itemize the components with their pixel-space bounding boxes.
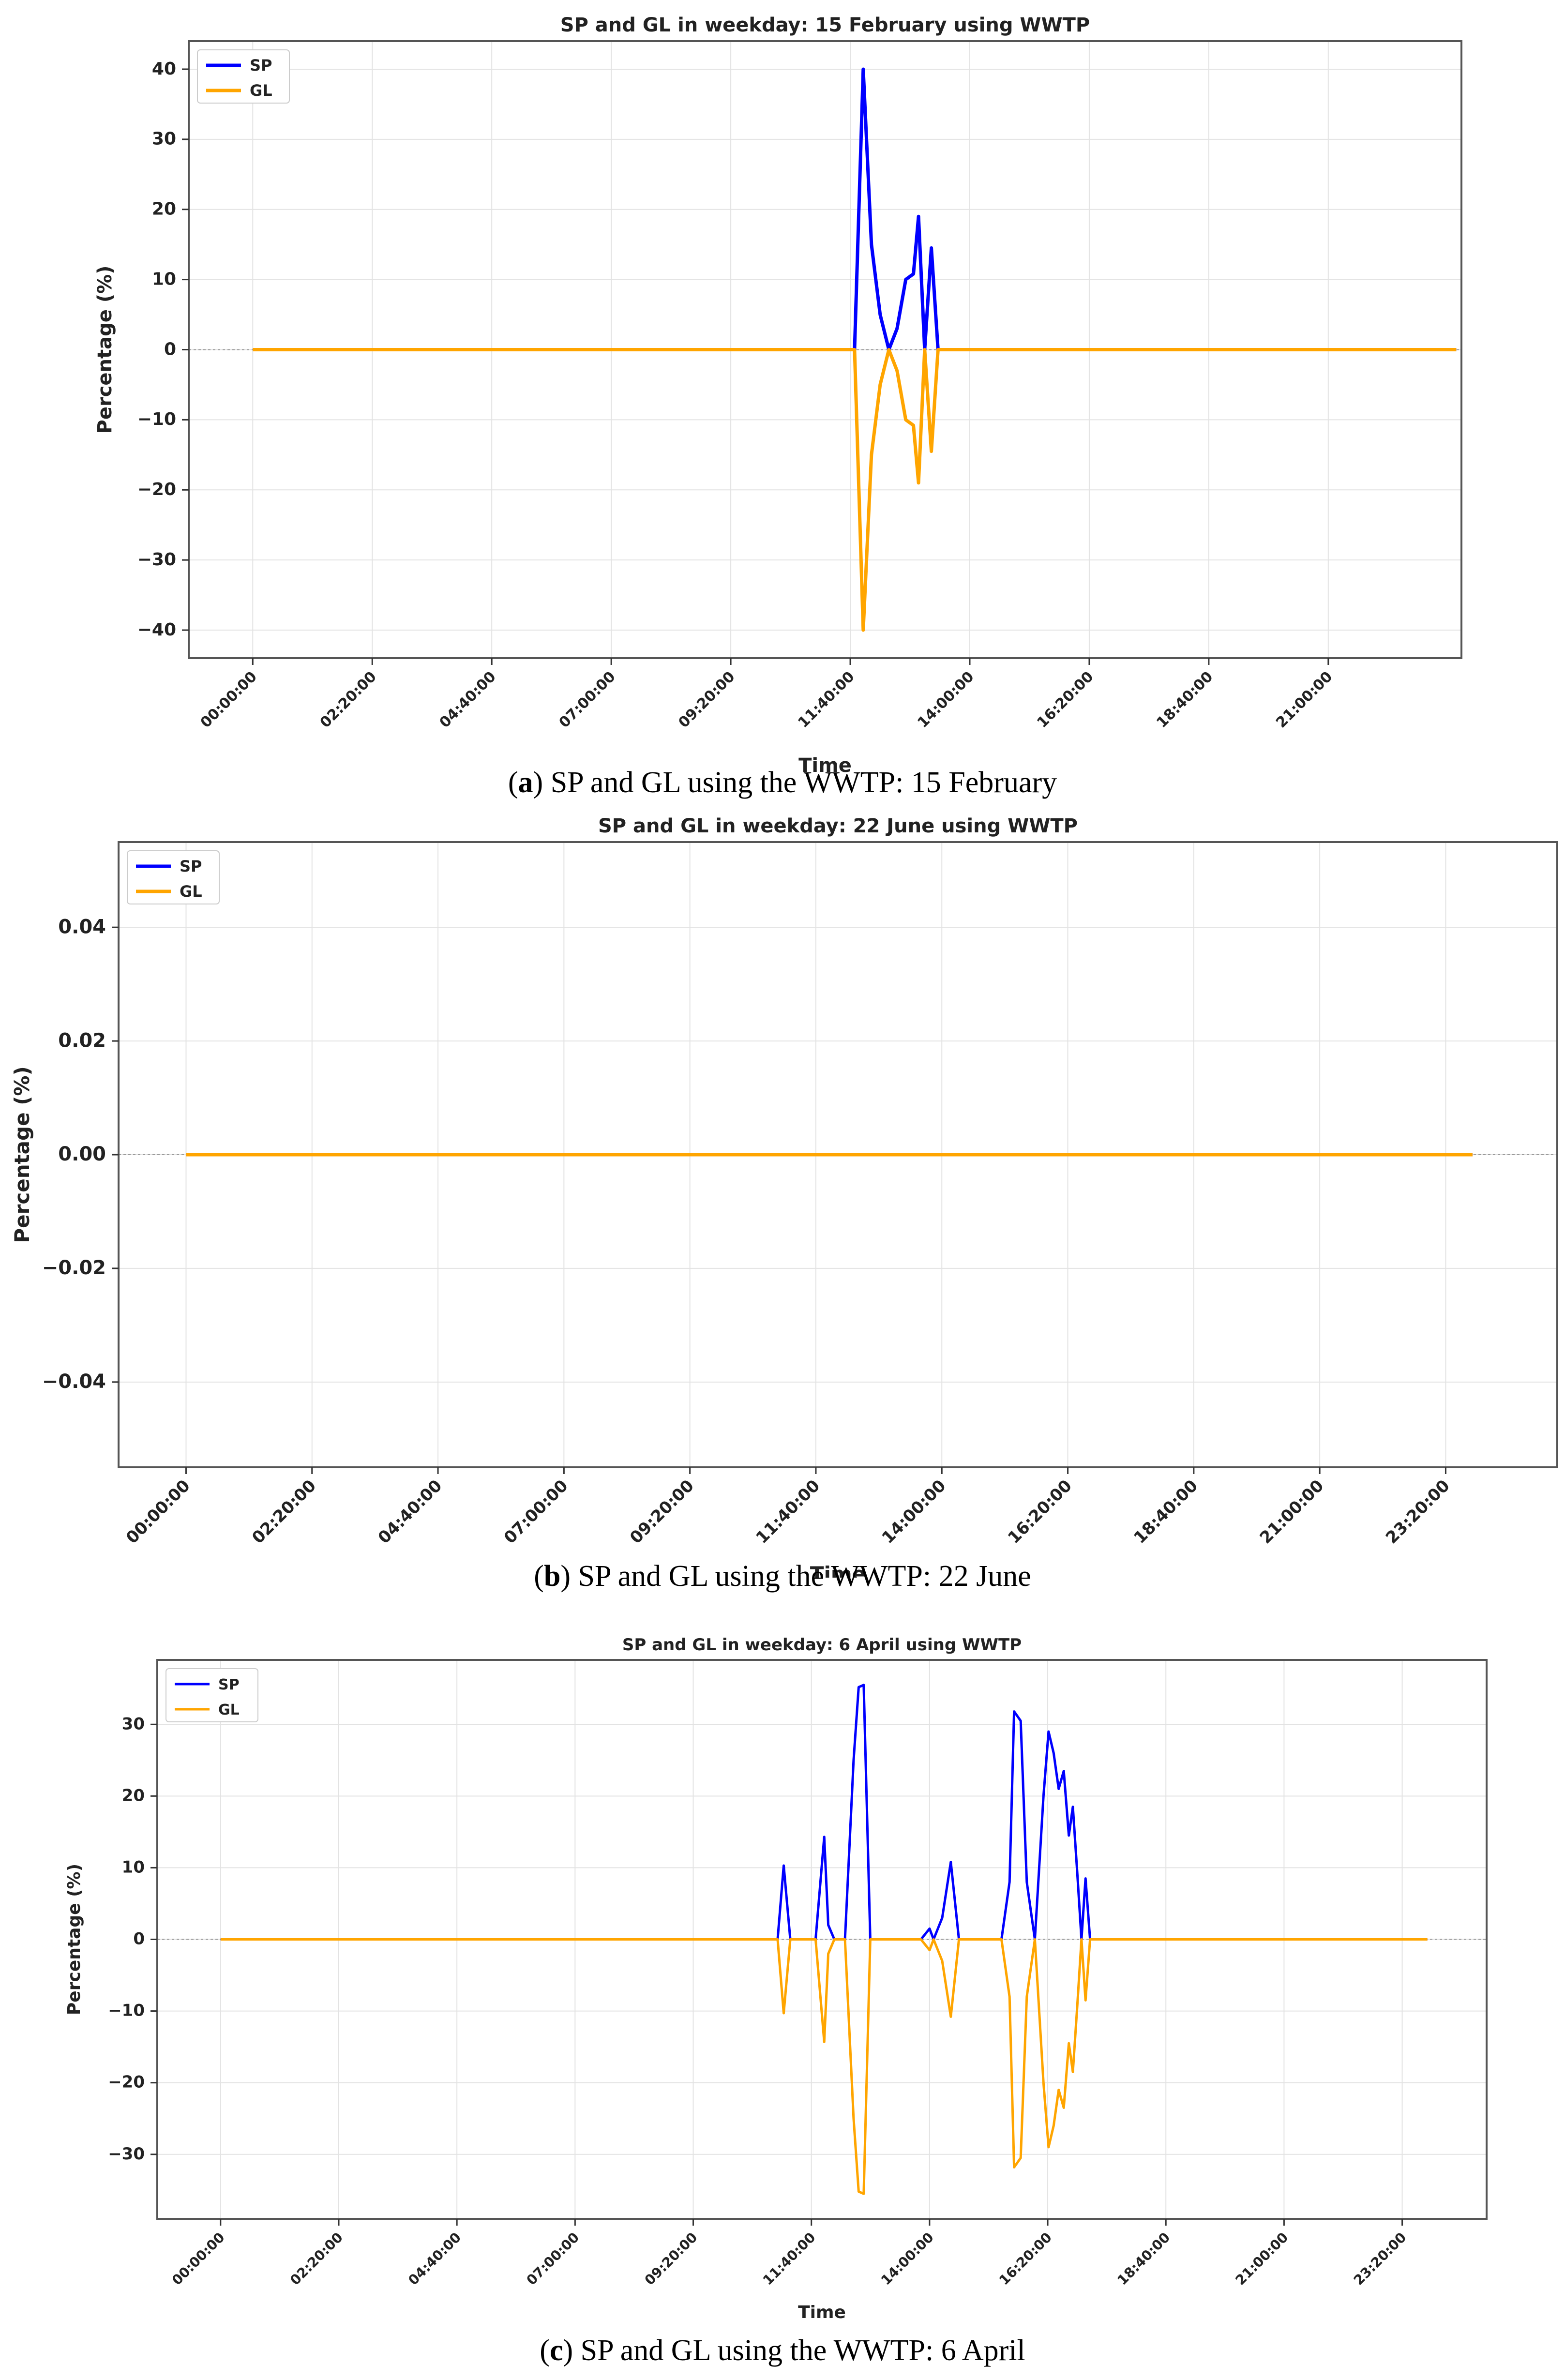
chart-title: SP and GL in weekday: 6 April using WWTP [622, 1635, 1022, 1655]
x-tick-label: 23:20:00 [1351, 2229, 1410, 2289]
y-tick-label: 10 [152, 269, 176, 289]
x-axis-label: Time [810, 1562, 866, 1578]
x-tick-label: 00:00:00 [169, 2229, 228, 2289]
x-tick-label: 02:20:00 [248, 1476, 320, 1548]
x-tick-label: 18:40:00 [1153, 668, 1216, 731]
y-tick-label: −0.04 [42, 1371, 106, 1393]
chart-panel-c: 00:00:00 02:20:00 04:40:00 07:00:00 09:20:00… [0, 1626, 1565, 2380]
y-tick-label: 30 [152, 129, 176, 149]
legend-box [127, 850, 220, 904]
y-tick-label: −10 [108, 2001, 145, 2020]
x-tick-label: 09:20:00 [675, 668, 738, 731]
y-tick-label: −0.02 [42, 1257, 106, 1279]
chart-a: 00:00:00 02:20:00 04:40:00 07:00:00 09:20:00… [94, 14, 1462, 774]
x-tick-label: 18:40:00 [1114, 2229, 1173, 2289]
x-tick-label: 11:40:00 [752, 1476, 824, 1548]
y-tick-label: 0.02 [58, 1029, 106, 1052]
legend-box [197, 49, 290, 104]
y-tick-label: −10 [137, 409, 176, 429]
caption-text: SP and GL using the WWTP: 22 June [578, 1560, 1031, 1593]
y-tick-label: −30 [108, 2144, 145, 2164]
y-tick-label: 0 [164, 339, 176, 359]
legend-label: SP [218, 1676, 240, 1693]
x-tick-label: 23:20:00 [1382, 1476, 1454, 1548]
legend-label: SP [180, 857, 202, 875]
y-tick-label: 30 [122, 1714, 145, 1733]
legend-label: SP [250, 56, 272, 75]
series-line-sp [253, 67, 1457, 351]
y-tick-label: 40 [152, 59, 176, 79]
chart-b: 00:00:00 02:20:00 04:40:00 07:00:00 09:20:00… [10, 815, 1558, 1578]
legend-box [166, 1668, 258, 1722]
x-tick-label: 07:00:00 [556, 668, 619, 731]
y-tick-label: 10 [122, 1858, 145, 1877]
x-tick-label: 16:20:00 [1034, 668, 1097, 731]
y-tick-label: −30 [137, 550, 176, 570]
x-tick-label: 04:40:00 [405, 2229, 464, 2289]
caption-text: SP and GL using the WWTP: 15 February [550, 766, 1057, 799]
x-tick-label: 14:00:00 [878, 1476, 950, 1548]
y-axis-label: Percentage (%) [64, 1864, 84, 2015]
x-tick-label: 09:20:00 [626, 1476, 698, 1548]
y-tick-label: 0.00 [58, 1143, 106, 1165]
chart-title: SP and GL in weekday: 22 June using WWTP [598, 815, 1078, 837]
legend-label: GL [250, 81, 272, 100]
x-tick-label: 07:00:00 [500, 1476, 572, 1548]
caption-letter: b [543, 1560, 561, 1593]
chart-c: 00:00:00 02:20:00 04:40:00 07:00:00 09:20:00… [64, 1635, 1488, 2322]
x-tick-label: 04:40:00 [375, 1476, 446, 1548]
x-tick-label: 04:40:00 [436, 668, 499, 731]
x-tick-label: 14:00:00 [914, 668, 977, 731]
caption-a: (a) SP and GL using the WWTP: 15 Februar… [508, 766, 1057, 799]
x-tick-label: 02:20:00 [287, 2229, 346, 2289]
x-tick-label: 14:00:00 [878, 2229, 937, 2289]
x-tick-label: 18:40:00 [1130, 1476, 1202, 1548]
y-axis-label: Percentage (%) [94, 266, 116, 434]
x-tick-label: 21:00:00 [1273, 668, 1336, 731]
chart-panel-a: 00:00:00 02:20:00 04:40:00 07:00:00 09:20:00… [0, 0, 1565, 823]
x-axis-label: Time [798, 2303, 846, 2322]
y-tick-label: 0 [133, 1929, 145, 1949]
chart-panel-b: 00:00:00 02:20:00 04:40:00 07:00:00 09:20:00… [0, 813, 1565, 1616]
y-tick-label: 0.04 [58, 916, 106, 938]
x-tick-label: 21:00:00 [1256, 1476, 1328, 1548]
x-tick-label: 11:40:00 [760, 2229, 819, 2289]
y-axis-label: Percentage (%) [10, 1066, 34, 1243]
x-tick-label: 11:40:00 [795, 668, 858, 731]
caption-b: (b) SP and GL using the WWTP: 22 June [534, 1560, 1031, 1593]
caption-letter: c [549, 2334, 563, 2367]
chart-title: SP and GL in weekday: 15 February using … [560, 14, 1090, 36]
x-axis-label: Time [798, 754, 852, 774]
x-tick-label: 07:00:00 [523, 2229, 582, 2289]
x-tick-label: 00:00:00 [122, 1476, 194, 1548]
caption-letter: a [518, 766, 533, 799]
series-line-gl [220, 1938, 1428, 2195]
y-tick-label: 20 [152, 199, 176, 219]
x-tick-label: 21:00:00 [1233, 2229, 1292, 2289]
x-tick-label: 16:20:00 [1004, 1476, 1076, 1548]
y-tick-label: −20 [108, 2073, 145, 2092]
x-tick-label: 09:20:00 [642, 2229, 701, 2289]
x-tick-label: 00:00:00 [197, 668, 260, 731]
x-tick-label: 02:20:00 [317, 668, 380, 731]
caption-text: SP and GL using the WWTP: 6 April [580, 2334, 1025, 2367]
x-tick-label: 16:20:00 [996, 2229, 1055, 2289]
y-tick-label: 20 [122, 1786, 145, 1805]
caption-c: (c) SP and GL using the WWTP: 6 April [540, 2334, 1025, 2367]
y-tick-label: −40 [137, 620, 176, 640]
y-tick-label: −20 [137, 480, 176, 499]
series-line-gl [253, 348, 1457, 632]
series-line-sp [220, 1684, 1428, 1941]
legend-label: GL [218, 1702, 240, 1718]
legend-label: GL [180, 882, 202, 901]
